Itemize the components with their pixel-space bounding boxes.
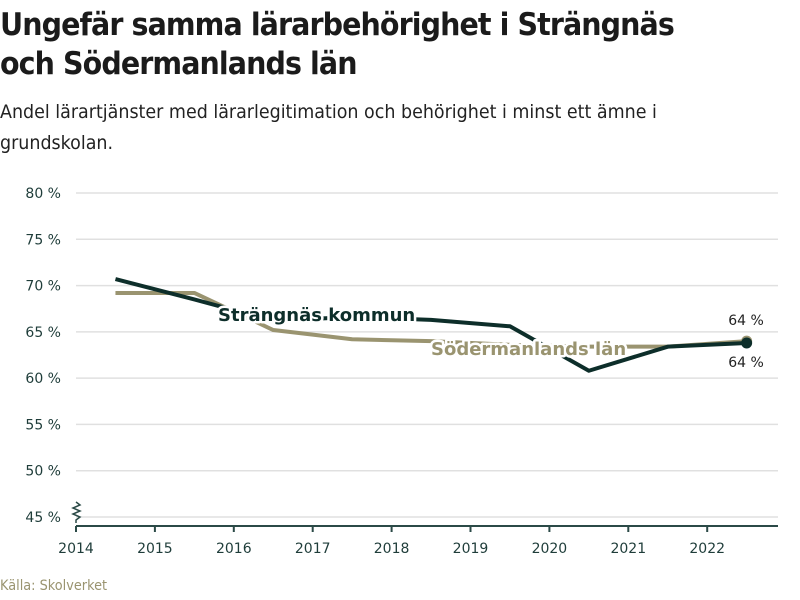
series-label-strangnas: Strängnäs kommun [218, 305, 415, 326]
x-tick-label: 2015 [137, 541, 173, 557]
y-tick-label: 80 % [25, 186, 61, 202]
x-tick-label: 2021 [610, 541, 646, 557]
y-tick-label: 45 % [25, 510, 61, 526]
chart-title: Ungefär samma lärarbehörighet i Strängnä… [0, 6, 736, 84]
y-tick-label: 55 % [25, 417, 61, 433]
axis-break-icon [71, 501, 82, 523]
title-line-2: och Södermanlands län [0, 46, 358, 82]
source-note: Källa: Skolverket [0, 578, 108, 594]
gridlines [76, 192, 778, 518]
subtitle-line-2: grundskolan. [0, 132, 114, 154]
x-tick-label: 2022 [689, 541, 725, 557]
end-point-strangnas [741, 337, 753, 349]
series-line-strangnas [114, 277, 747, 373]
y-axis-ticks: 45 % 50 % 55 % 60 % 65 % 70 % 75 % 80 % [25, 186, 82, 526]
series-label-sodermanland: Södermanlands län [431, 339, 626, 360]
series-lines [114, 277, 753, 373]
y-tick-label: 65 % [25, 325, 61, 341]
y-tick-label: 75 % [25, 232, 61, 248]
chart-subtitle: Andel lärartjänster med lärarlegitimatio… [0, 97, 736, 159]
x-tick-label: 2014 [58, 541, 94, 557]
x-tick-label: 2020 [532, 541, 568, 557]
series-labels: Strängnäs kommun Södermanlands län 64 % 64 … [216, 303, 764, 372]
subtitle-line-1: Andel lärartjänster med lärarlegitimatio… [0, 101, 657, 123]
end-label-sodermanland: 64 % [728, 313, 764, 329]
y-tick-label: 60 % [25, 371, 61, 387]
end-label-strangnas: 64 % [728, 355, 764, 371]
title-line-1: Ungefär samma lärarbehörighet i Strängnä… [0, 7, 675, 43]
y-tick-label: 70 % [25, 279, 61, 295]
x-tick-label: 2018 [374, 541, 410, 557]
x-tick-label: 2016 [216, 541, 252, 557]
x-axis: 2014 2015 2016 2017 2018 2019 2020 2021 2022 [58, 525, 778, 557]
x-tick-label: 2019 [453, 541, 489, 557]
x-tick-label: 2017 [295, 541, 331, 557]
y-tick-label: 50 % [25, 464, 61, 480]
